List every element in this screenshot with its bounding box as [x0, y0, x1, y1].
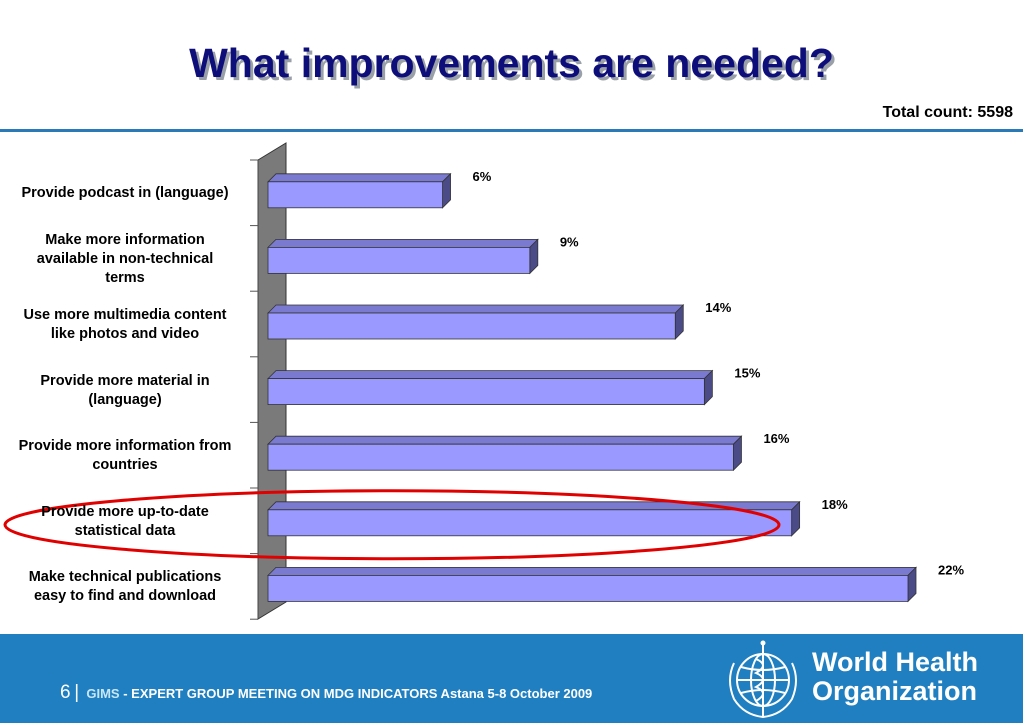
page-number: 6 — [60, 682, 71, 703]
event-name: - EXPERT GROUP MEETING ON MDG INDICATORS… — [123, 686, 593, 701]
program-name: GIMS — [86, 686, 120, 701]
bar-chart: 6% 9% 14% 15% 16% 18% 22% — [3, 142, 964, 620]
page-separator: | — [74, 682, 80, 703]
bar — [267, 443, 734, 471]
highlight-ellipse — [3, 489, 781, 561]
who-emblem-icon — [729, 640, 797, 719]
footer-caption: 6 | GIMS - EXPERT GROUP MEETING ON MDG I… — [60, 682, 592, 704]
value-label: 6% — [473, 169, 492, 184]
value-label: 9% — [560, 234, 579, 249]
category-label-line: Make technical publications — [28, 569, 222, 586]
bar-top-face — [267, 173, 452, 183]
category-label-line: statistical data — [74, 522, 176, 539]
value-label: 22% — [938, 562, 964, 577]
bar-top-face — [267, 567, 917, 576]
bar — [267, 246, 531, 274]
category-label-line: easy to find and download — [33, 588, 217, 605]
category-label: Provide more up-to-date statistical data — [0, 503, 250, 541]
category-label-line: Make more information — [45, 231, 205, 248]
who-wordmark: World Health Organization — [812, 648, 978, 706]
category-label: Provide more information from countries — [0, 437, 250, 475]
category-label-line: Provide more up-to-date — [41, 503, 209, 520]
value-label: 16% — [763, 431, 789, 446]
category-label-line: Provide more information from — [18, 438, 232, 455]
bar — [267, 509, 793, 537]
category-label-line: Provide more material in — [40, 372, 210, 389]
bar-top-face — [267, 435, 743, 445]
bar-top-face — [267, 238, 539, 248]
category-label-line: available in non-technical — [36, 250, 214, 267]
bar-top-face — [267, 304, 685, 314]
total-count: Total count: 5598 — [882, 104, 1013, 121]
category-label: Make technical publications easy to find … — [0, 568, 250, 606]
title-divider — [0, 129, 1023, 132]
category-label: Provide podcast in (language) — [0, 184, 250, 203]
category-label: Make more information available in non-te… — [0, 231, 250, 288]
category-label-line: Provide podcast in (language) — [21, 185, 229, 202]
category-label: Provide more material in (language) — [0, 372, 250, 410]
bar-top-face — [267, 370, 714, 380]
value-label: 15% — [734, 366, 760, 381]
bar — [267, 575, 909, 602]
footer-bar — [0, 634, 1023, 723]
bar — [267, 181, 443, 209]
category-label-line: terms — [105, 269, 145, 286]
slide-title: What improvements are needed? — [189, 40, 834, 86]
bar — [267, 312, 676, 340]
category-label-line: Use more multimedia content — [23, 307, 227, 323]
who-name-line1: World Health — [812, 647, 979, 677]
who-name-line2: Organization — [812, 676, 978, 706]
value-label: 14% — [705, 300, 731, 315]
category-label-line: (language) — [88, 391, 162, 408]
bar — [267, 378, 705, 406]
category-label-line: like photos and video — [50, 326, 200, 342]
category-label: Use more multimedia content like photos a… — [0, 306, 250, 344]
value-label: 18% — [822, 497, 848, 512]
category-label-line: countries — [92, 457, 158, 474]
